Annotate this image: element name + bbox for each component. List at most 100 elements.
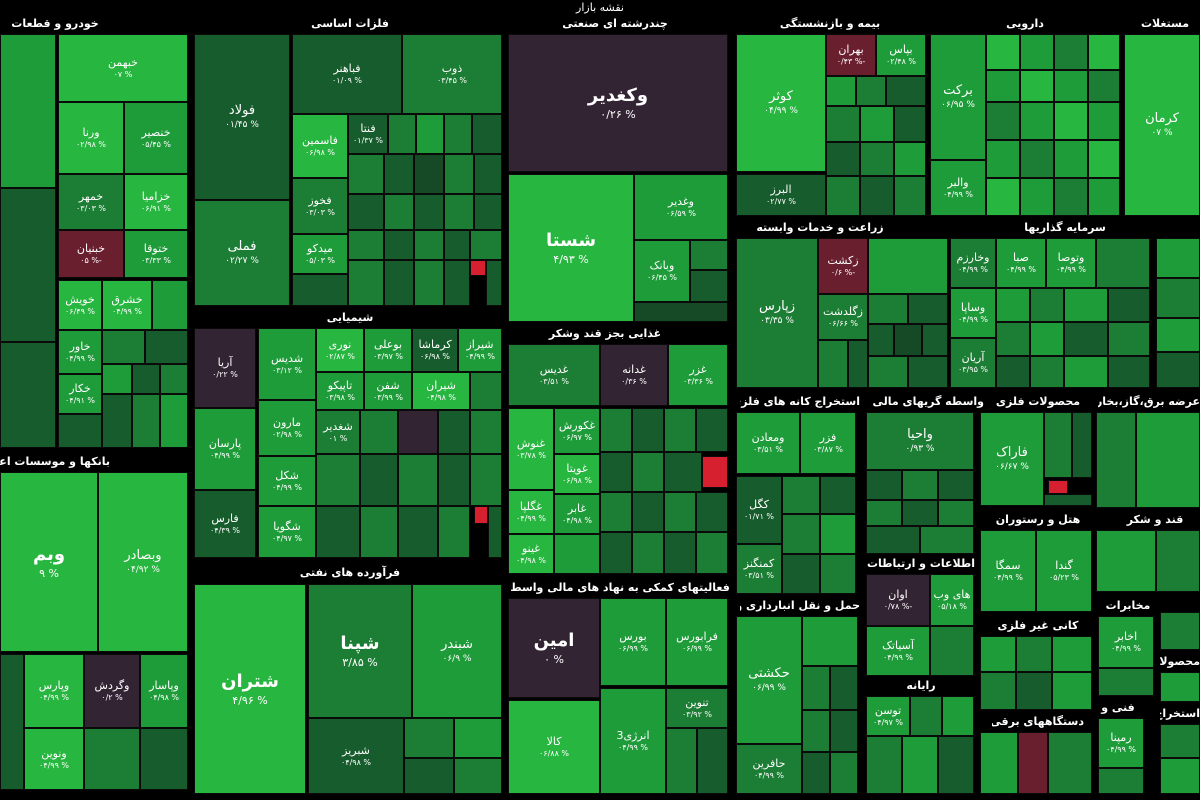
- tile-unlabeled[interactable]: [1044, 494, 1092, 506]
- stock-tile[interactable]: زپارس ۰۳/۳۵ %: [736, 238, 818, 388]
- stock-tile[interactable]: کرمان ۰۷ %: [1124, 34, 1200, 216]
- tile-unlabeled[interactable]: [1156, 238, 1200, 278]
- tile-unlabeled[interactable]: [384, 194, 414, 230]
- tile-unlabeled[interactable]: [696, 492, 728, 532]
- tile-unlabeled[interactable]: [1156, 530, 1200, 592]
- tile-unlabeled[interactable]: [632, 532, 664, 574]
- stock-tile[interactable]: غدیس ۰۳/۵۱ %: [508, 344, 600, 406]
- stock-tile[interactable]: خاور ۰۴/۹۹ %: [58, 330, 102, 374]
- tile-unlabeled[interactable]: [0, 188, 56, 342]
- tile-unlabeled[interactable]: [0, 342, 56, 448]
- stock-tile[interactable]: وپارس ۰۴/۹۹ %: [24, 654, 84, 728]
- tile-unlabeled[interactable]: [1052, 636, 1092, 672]
- stock-tile[interactable]: غینو ۰۴/۹۸ %: [508, 534, 554, 574]
- tile-unlabeled[interactable]: [398, 454, 438, 506]
- tile-unlabeled[interactable]: [132, 364, 160, 394]
- tile-unlabeled[interactable]: [866, 470, 902, 500]
- stock-tile[interactable]: خکار ۰۴/۹۱ %: [58, 374, 102, 414]
- tile-unlabeled[interactable]: [102, 394, 132, 448]
- stock-tile[interactable]: فملی ۰۲/۲۷ %: [194, 200, 290, 306]
- stock-tile[interactable]: نوری ۰۲/۸۷ %: [316, 328, 364, 372]
- stock-tile[interactable]: شکل ۰۴/۹۹ %: [258, 456, 316, 506]
- tile-unlabeled[interactable]: [886, 76, 926, 106]
- tile-unlabeled[interactable]: [398, 410, 438, 454]
- tile-unlabeled[interactable]: [894, 324, 922, 356]
- tile-unlabeled[interactable]: [384, 154, 414, 194]
- tile-unlabeled[interactable]: [1156, 278, 1200, 318]
- stock-tile[interactable]: خشرق ۰۴/۹۹ %: [102, 280, 152, 330]
- tile-unlabeled[interactable]: [360, 410, 398, 454]
- stock-tile[interactable]: فاراک ۰۶/۶۷ %: [980, 412, 1044, 506]
- tile-unlabeled[interactable]: [1020, 70, 1054, 102]
- tile-unlabeled[interactable]: [1064, 322, 1108, 356]
- tile-unlabeled[interactable]: [980, 636, 1016, 672]
- tile-unlabeled[interactable]: [866, 736, 902, 794]
- tile-unlabeled[interactable]: [1048, 480, 1068, 494]
- stock-tile[interactable]: کالا ۰۶/۸۸ %: [508, 700, 600, 794]
- stock-tile[interactable]: بپاس ۰۲/۴۸ %: [876, 34, 926, 76]
- stock-tile[interactable]: وساپا ۰۴/۹۹ %: [950, 288, 996, 338]
- tile-unlabeled[interactable]: [894, 106, 926, 142]
- stock-tile[interactable]: خبهمن ۰۷ %: [58, 34, 188, 102]
- stock-tile[interactable]: غنوش ۰۳/۷۸ %: [508, 408, 554, 490]
- tile-unlabeled[interactable]: [996, 356, 1030, 388]
- tile-unlabeled[interactable]: [404, 718, 454, 758]
- tile-unlabeled[interactable]: [1064, 288, 1108, 322]
- stock-tile[interactable]: شبریز ۰۴/۹۸ %: [308, 718, 404, 794]
- tile-unlabeled[interactable]: [600, 408, 632, 452]
- tile-unlabeled[interactable]: [1096, 412, 1136, 508]
- stock-tile[interactable]: خنصیر ۰۵/۴۵ %: [124, 102, 188, 174]
- tile-unlabeled[interactable]: [868, 356, 908, 388]
- stock-tile[interactable]: شگویا ۰۴/۹۷ %: [258, 506, 316, 558]
- tile-unlabeled[interactable]: [1160, 758, 1200, 794]
- tile-unlabeled[interactable]: [316, 454, 360, 506]
- tile-unlabeled[interactable]: [696, 532, 728, 574]
- stock-tile[interactable]: فولاد ۰۱/۴۵ %: [194, 34, 290, 200]
- stock-tile[interactable]: فارس ۰۴/۳۹ %: [194, 490, 256, 558]
- tile-unlabeled[interactable]: [826, 76, 856, 106]
- tile-unlabeled[interactable]: [398, 506, 438, 558]
- tile-unlabeled[interactable]: [986, 140, 1020, 178]
- stock-tile[interactable]: بهران ۰/۴۳ %-: [826, 34, 876, 76]
- stock-tile[interactable]: ومعادن ۰۳/۵۱ %: [736, 412, 800, 474]
- tile-unlabeled[interactable]: [348, 260, 384, 306]
- tile-unlabeled[interactable]: [438, 410, 470, 454]
- tile-unlabeled[interactable]: [140, 728, 188, 790]
- stock-tile[interactable]: گندا ۰۵/۲۳ %: [1036, 530, 1092, 612]
- tile-unlabeled[interactable]: [1020, 34, 1054, 70]
- stock-tile[interactable]: وکغدیر ۰/۲۶ %: [508, 34, 728, 172]
- tile-unlabeled[interactable]: [986, 70, 1020, 102]
- tile-unlabeled[interactable]: [632, 492, 664, 532]
- tile-unlabeled[interactable]: [1098, 668, 1154, 696]
- tile-unlabeled[interactable]: [474, 506, 488, 524]
- tile-unlabeled[interactable]: [152, 280, 188, 330]
- tile-unlabeled[interactable]: [664, 532, 696, 574]
- stock-tile[interactable]: شدیس ۰۳/۱۲ %: [258, 328, 316, 400]
- tile-unlabeled[interactable]: [1020, 140, 1054, 178]
- stock-tile[interactable]: ذوب ۰۳/۴۵ %: [402, 34, 502, 114]
- tile-unlabeled[interactable]: [348, 194, 384, 230]
- stock-tile[interactable]: آریان ۰۳/۹۵ %: [950, 338, 996, 388]
- tile-unlabeled[interactable]: [702, 456, 728, 488]
- tile-unlabeled[interactable]: [902, 500, 938, 526]
- stock-tile[interactable]: واحیا ۰/۹۳ %: [866, 412, 974, 470]
- stock-tile[interactable]: حکشتی ۰۶/۹۹ %: [736, 616, 802, 744]
- stock-tile[interactable]: آریا ۰/۲۲ %: [194, 328, 256, 408]
- stock-tile[interactable]: امین ۰ %: [508, 598, 600, 698]
- tile-unlabeled[interactable]: [1098, 768, 1144, 794]
- tile-unlabeled[interactable]: [102, 364, 132, 394]
- tile-unlabeled[interactable]: [996, 288, 1030, 322]
- tile-unlabeled[interactable]: [866, 526, 920, 554]
- tile-unlabeled[interactable]: [664, 408, 696, 452]
- stock-tile[interactable]: غدانه ۰/۳۶ %: [600, 344, 668, 406]
- stock-tile[interactable]: خویش ۰۶/۴۹ %: [58, 280, 102, 330]
- tile-unlabeled[interactable]: [444, 230, 470, 260]
- stock-tile[interactable]: توسن ۰۴/۹۷ %: [866, 696, 910, 736]
- tile-unlabeled[interactable]: [690, 270, 728, 302]
- tile-unlabeled[interactable]: [1160, 612, 1200, 650]
- stock-tile[interactable]: فنتا ۰۱/۳۷ %: [348, 114, 388, 154]
- tile-unlabeled[interactable]: [802, 666, 830, 710]
- tile-unlabeled[interactable]: [1054, 178, 1088, 216]
- tile-unlabeled[interactable]: [454, 718, 502, 758]
- tile-unlabeled[interactable]: [922, 324, 948, 356]
